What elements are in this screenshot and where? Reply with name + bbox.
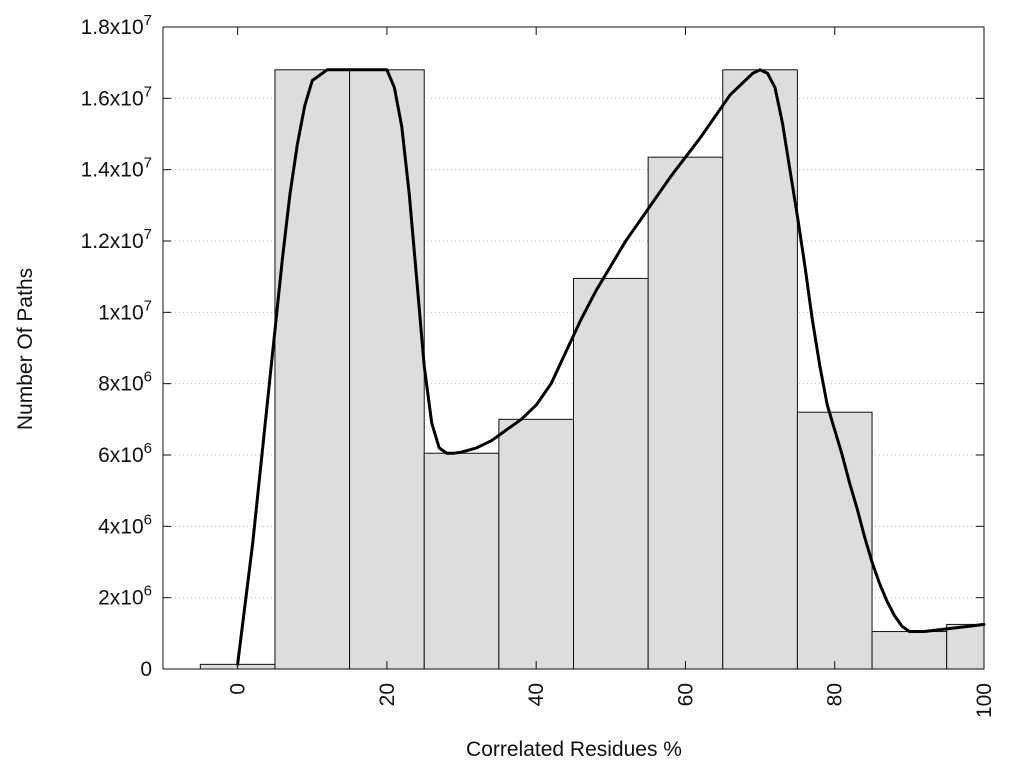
x-tick: 100 xyxy=(973,27,996,718)
x-tick-label: 20 xyxy=(376,683,399,706)
y-tick-label: 1x107 xyxy=(98,297,152,324)
x-tick: 20 xyxy=(376,27,399,706)
y-tick: 4x106 xyxy=(98,511,984,538)
histogram-bar xyxy=(274,69,351,670)
x-tick: 0 xyxy=(227,27,250,695)
x-tick-label: 60 xyxy=(674,683,697,706)
fit-curve xyxy=(236,68,986,666)
y-tick: 0 xyxy=(140,658,984,681)
y-tick: 1.4x107 xyxy=(81,155,984,182)
histogram-bar xyxy=(946,623,985,670)
y-tick-label: 4x106 xyxy=(98,511,152,538)
y-tick-label: 0 xyxy=(140,658,152,681)
x-tick: 60 xyxy=(674,27,697,706)
histogram-bar xyxy=(423,452,500,670)
y-tick: 1.8x107 xyxy=(81,12,984,39)
histogram-bar xyxy=(722,69,798,670)
x-tick-label: 0 xyxy=(227,683,250,695)
y-tick-label: 8x106 xyxy=(98,369,152,396)
y-tick: 6x106 xyxy=(98,440,984,467)
y-tick-label: 1.8x107 xyxy=(81,12,152,39)
fit-curve-group xyxy=(236,68,986,666)
x-tick-label: 100 xyxy=(973,683,996,718)
plot-frame xyxy=(162,26,985,670)
histogram-bar xyxy=(796,411,873,670)
histogram-bars xyxy=(199,69,985,670)
y-tick-label: 2x106 xyxy=(98,583,152,610)
histogram-bar xyxy=(573,277,649,670)
x-axis-ticks: 0 20 40 60 80 100 xyxy=(227,27,996,718)
y-tick-label: 1.4x107 xyxy=(81,155,152,182)
y-tick-label: 6x106 xyxy=(98,440,152,467)
y-tick: 2x106 xyxy=(98,583,984,610)
y-tick: 1.2x107 xyxy=(81,226,984,253)
histogram-bar xyxy=(498,418,575,670)
y-axis-label: Number Of Paths xyxy=(14,268,37,430)
histogram-bar xyxy=(349,69,425,670)
y-axis-ticks: 0 2x106 4x106 6x106 8x106 1x107 1.2x107 1.4x107… xyxy=(81,12,984,681)
x-tick: 40 xyxy=(525,27,548,706)
x-tick: 80 xyxy=(824,27,847,706)
y-tick: 1.6x107 xyxy=(81,83,984,110)
x-tick-label: 40 xyxy=(525,683,548,706)
x-tick-label: 80 xyxy=(824,683,847,706)
y-tick-label: 1.6x107 xyxy=(81,83,152,110)
x-axis-label: Correlated Residues % xyxy=(466,738,682,761)
y-tick: 8x106 xyxy=(98,369,984,396)
histogram-bar xyxy=(871,631,948,670)
y-tick-label: 1.2x107 xyxy=(81,226,152,253)
histogram-bar xyxy=(647,156,724,670)
y-tick: 1x107 xyxy=(98,297,984,324)
